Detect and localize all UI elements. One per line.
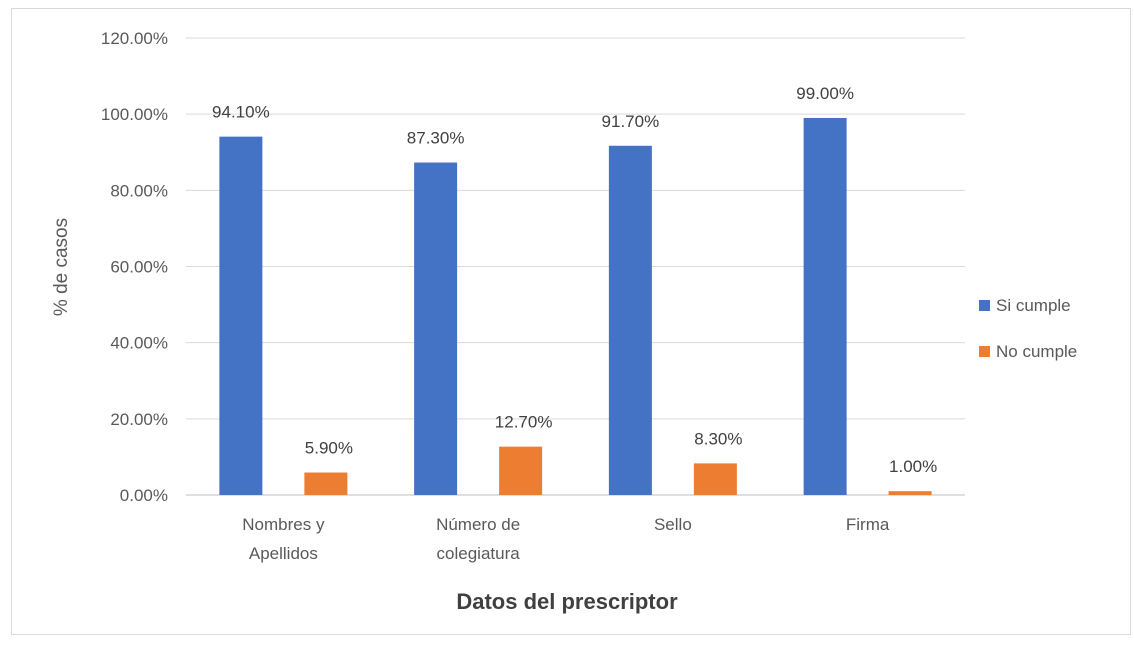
chart-frame [11, 8, 1131, 635]
y-tick-label: 0.00% [120, 486, 168, 505]
y-axis-title: % de casos [51, 218, 72, 316]
category-label: Sello [654, 515, 692, 534]
y-tick-label: 100.00% [101, 105, 168, 124]
data-label: 5.90% [305, 439, 353, 458]
bar-no-cumple [499, 446, 543, 495]
data-label: 8.30% [694, 429, 742, 448]
bar-no-cumple [888, 491, 932, 495]
legend-label-si-cumple: Si cumple [996, 296, 1071, 315]
y-tick-label: 60.00% [110, 258, 168, 277]
bar-si-cumple [219, 136, 263, 495]
y-tick-label: 80.00% [110, 181, 168, 200]
y-tick-label: 20.00% [110, 410, 168, 429]
bar-si-cumple [414, 162, 458, 495]
x-axis-title: Datos del prescriptor [456, 589, 678, 614]
bar-no-cumple [304, 472, 348, 495]
data-label: 91.70% [602, 112, 660, 131]
data-label: 1.00% [889, 457, 937, 476]
bar-si-cumple [803, 117, 847, 495]
data-label: 87.30% [407, 129, 465, 148]
data-label: 99.00% [796, 84, 854, 103]
y-tick-label: 120.00% [101, 29, 168, 48]
y-axis-ticks: 0.00% 20.00% 40.00% 60.00% 80.00% 100.00% 120.… [101, 29, 168, 505]
data-label: 94.10% [212, 103, 270, 122]
category-label: Nombres y [242, 515, 325, 534]
category-label: Apellidos [249, 544, 318, 563]
y-tick-label: 40.00% [110, 334, 168, 353]
category-label: Número de [436, 515, 520, 534]
bars [219, 117, 932, 496]
legend: Si cumple No cumple [979, 296, 1077, 361]
legend-swatch-no-cumple [979, 346, 990, 357]
category-label: Firma [846, 515, 890, 534]
bar-si-cumple [608, 145, 652, 496]
bar-no-cumple [693, 463, 737, 495]
data-label: 12.70% [495, 413, 553, 432]
gridlines [186, 37, 965, 496]
legend-swatch-si-cumple [979, 300, 990, 311]
data-labels: 94.10% 5.90% 87.30% 12.70% 91.70% 8.30% 99.00%… [212, 84, 937, 476]
legend-label-no-cumple: No cumple [996, 342, 1077, 361]
x-axis-categories: Nombres y Apellidos Número de colegiatura Se… [242, 515, 890, 563]
category-label: colegiatura [437, 544, 521, 563]
